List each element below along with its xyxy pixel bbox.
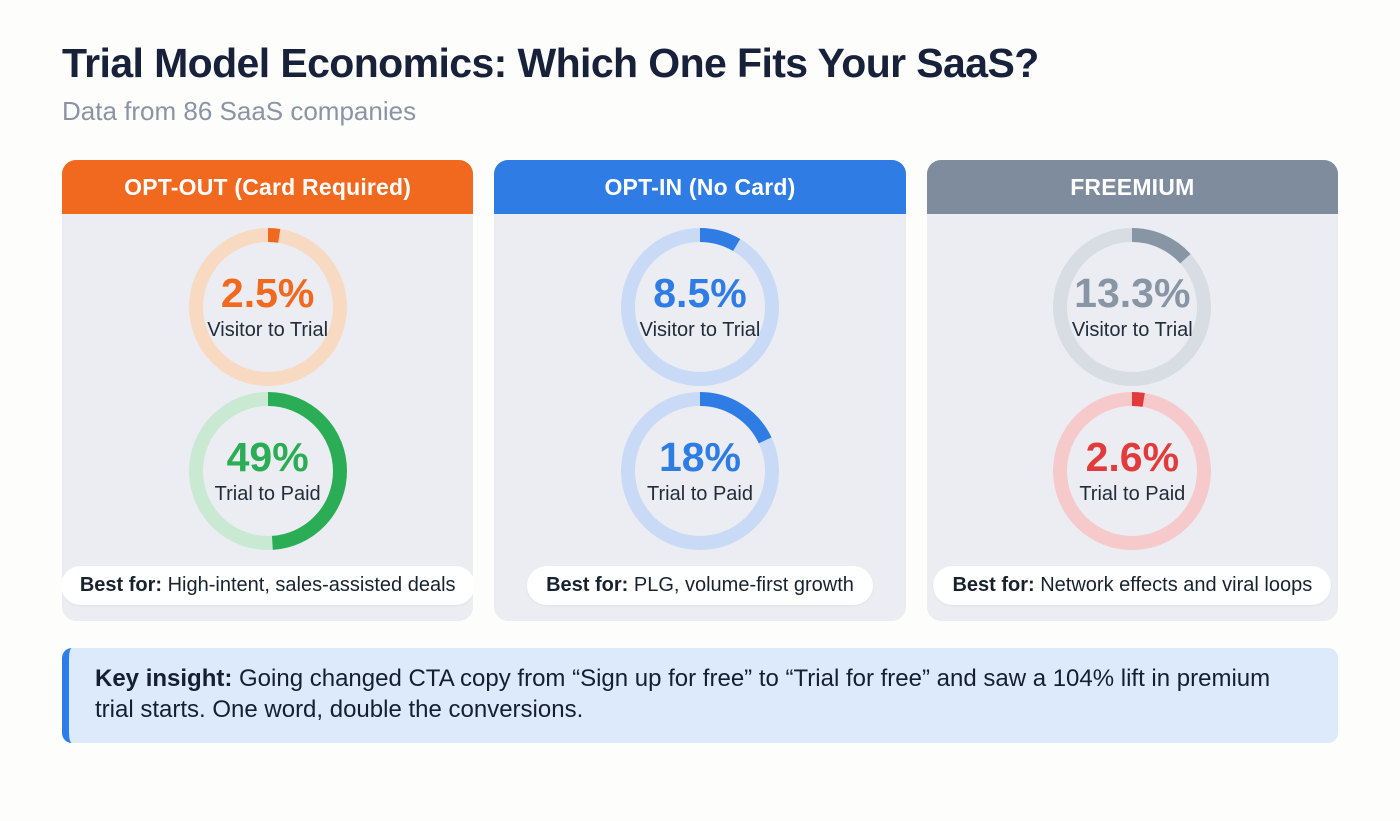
page-subtitle: Data from 86 SaaS companies bbox=[62, 96, 417, 127]
best-for-prefix: Best for: bbox=[952, 574, 1035, 597]
donut-chart-visitor-to-trial: 13.3% Visitor to Trial bbox=[1053, 228, 1212, 387]
card-header-opt-in: OPT-IN (No Card) bbox=[494, 160, 906, 215]
best-for-text: Network effects and viral loops bbox=[1034, 574, 1313, 597]
donut-center-text: 2.5% Visitor to Trial bbox=[189, 228, 347, 386]
donut-center-text: 8.5% Visitor to Trial bbox=[621, 228, 779, 386]
metric-label: Trial to Paid bbox=[647, 482, 753, 505]
card-body-opt-out: 2.5% Visitor to Trial 49% Trial to Paid … bbox=[62, 214, 474, 621]
card-opt-out: OPT-OUT (Card Required) 2.5% Visitor to … bbox=[62, 160, 474, 622]
key-insight-text: Going changed CTA copy from “Sign up for… bbox=[95, 665, 1271, 724]
donut-center-text: 49% Trial to Paid bbox=[189, 392, 347, 550]
best-for-prefix: Best for: bbox=[79, 574, 163, 597]
donut-chart-visitor-to-trial: 8.5% Visitor to Trial bbox=[620, 228, 779, 387]
donut-center-text: 2.6% Trial to Paid bbox=[1053, 392, 1211, 550]
card-header-opt-out: OPT-OUT (Card Required) bbox=[62, 160, 474, 215]
donut-chart-trial-to-paid: 18% Trial to Paid bbox=[620, 392, 779, 551]
metric-label: Visitor to Trial bbox=[207, 318, 329, 341]
metric-label: Trial to Paid bbox=[214, 482, 321, 505]
card-body-freemium: 13.3% Visitor to Trial 2.6% Trial to Pai… bbox=[927, 214, 1338, 621]
key-insight-callout: Key insight: Going changed CTA copy from… bbox=[62, 648, 1338, 743]
metric-value: 2.6% bbox=[1085, 433, 1180, 480]
metric-value: 18% bbox=[658, 433, 742, 480]
card-freemium: FREEMIUM 13.3% Visitor to Trial 2.6% Tri… bbox=[926, 160, 1338, 622]
card-header-freemium: FREEMIUM bbox=[926, 160, 1338, 215]
donut-center-text: 18% Trial to Paid bbox=[621, 392, 779, 550]
key-insight-label: Key insight: bbox=[95, 665, 233, 693]
best-for-text: High-intent, sales-assisted deals bbox=[162, 574, 456, 597]
metric-value: 49% bbox=[226, 433, 309, 480]
donut-center-text: 13.3% Visitor to Trial bbox=[1053, 228, 1211, 386]
page: Trial Model Economics: Which One Fits Yo… bbox=[0, 40, 1400, 127]
donut-chart-trial-to-paid: 49% Trial to Paid bbox=[188, 392, 347, 551]
metric-value: 2.5% bbox=[220, 269, 315, 316]
best-for-badge: Best for: PLG, volume-first growth bbox=[527, 566, 873, 606]
metric-label: Visitor to Trial bbox=[1071, 318, 1193, 341]
metric-value: 13.3% bbox=[1074, 269, 1191, 316]
metric-label: Trial to Paid bbox=[1079, 482, 1186, 505]
metric-value: 8.5% bbox=[653, 269, 747, 316]
best-for-text: PLG, volume-first growth bbox=[628, 574, 854, 597]
donut-chart-visitor-to-trial: 2.5% Visitor to Trial bbox=[188, 228, 347, 387]
best-for-prefix: Best for: bbox=[546, 574, 629, 597]
donut-chart-trial-to-paid: 2.6% Trial to Paid bbox=[1053, 392, 1212, 551]
metric-label: Visitor to Trial bbox=[639, 318, 761, 341]
card-body-opt-in: 8.5% Visitor to Trial 18% Trial to Paid … bbox=[494, 214, 905, 621]
model-cards: OPT-OUT (Card Required) 2.5% Visitor to … bbox=[0, 160, 1400, 622]
card-opt-in: OPT-IN (No Card) 8.5% Visitor to Trial 1… bbox=[494, 160, 906, 622]
page-title: Trial Model Economics: Which One Fits Yo… bbox=[62, 40, 1039, 86]
best-for-badge: Best for: High-intent, sales-assisted de… bbox=[62, 566, 474, 606]
best-for-badge: Best for: Network effects and viral loop… bbox=[933, 566, 1332, 606]
